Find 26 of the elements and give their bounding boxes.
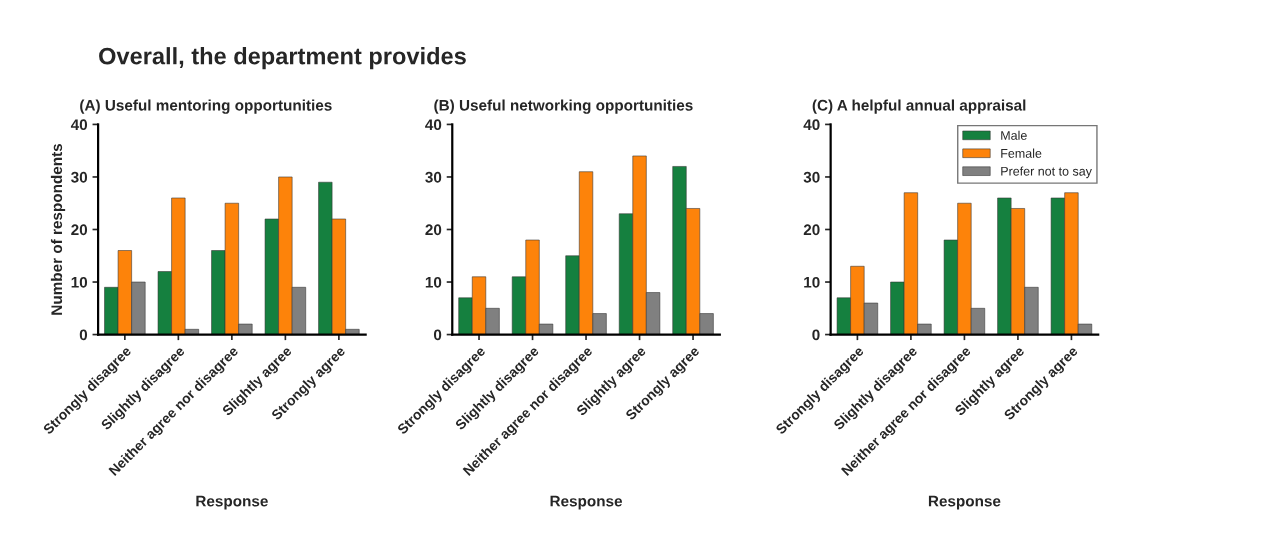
y-tick-label: 30 <box>803 171 820 183</box>
x-axis-title: Response <box>196 495 268 510</box>
text: Overall, the department provides <box>99 47 466 70</box>
y-tick-label: 40 <box>70 119 88 131</box>
chart-title: (C) A helpful annual appraisal <box>812 99 1026 114</box>
y-tick-label: 40 <box>425 119 442 131</box>
y-tick-label: 20 <box>71 224 88 236</box>
y-tick-label: 0 <box>433 329 442 341</box>
y-tick-label: 20 <box>425 224 442 236</box>
y-tick-label: 30 <box>425 171 442 183</box>
y-axis-title: Number of respondents <box>50 143 66 315</box>
y-tick-label: 0 <box>79 329 88 341</box>
chart-title: (A) Useful mentoring opportunities <box>80 99 332 114</box>
x-axis-title: Response <box>550 495 623 510</box>
legend-label: Prefer not to say <box>1001 166 1092 179</box>
y-tick-label: 10 <box>71 276 88 288</box>
y-tick-label: 40 <box>803 119 820 131</box>
y-tick-label: 10 <box>425 276 442 288</box>
x-axis-title: Response <box>928 495 1001 510</box>
legend-label: Male <box>1001 130 1027 140</box>
y-tick-label: 10 <box>804 276 820 288</box>
y-tick-label: 30 <box>71 171 88 183</box>
y-tick-label: 0 <box>812 329 820 341</box>
legend-label: Female <box>1001 148 1042 158</box>
y-tick-label: 20 <box>803 224 820 236</box>
chart-title: (B) Useful networking opportunities <box>434 99 693 114</box>
